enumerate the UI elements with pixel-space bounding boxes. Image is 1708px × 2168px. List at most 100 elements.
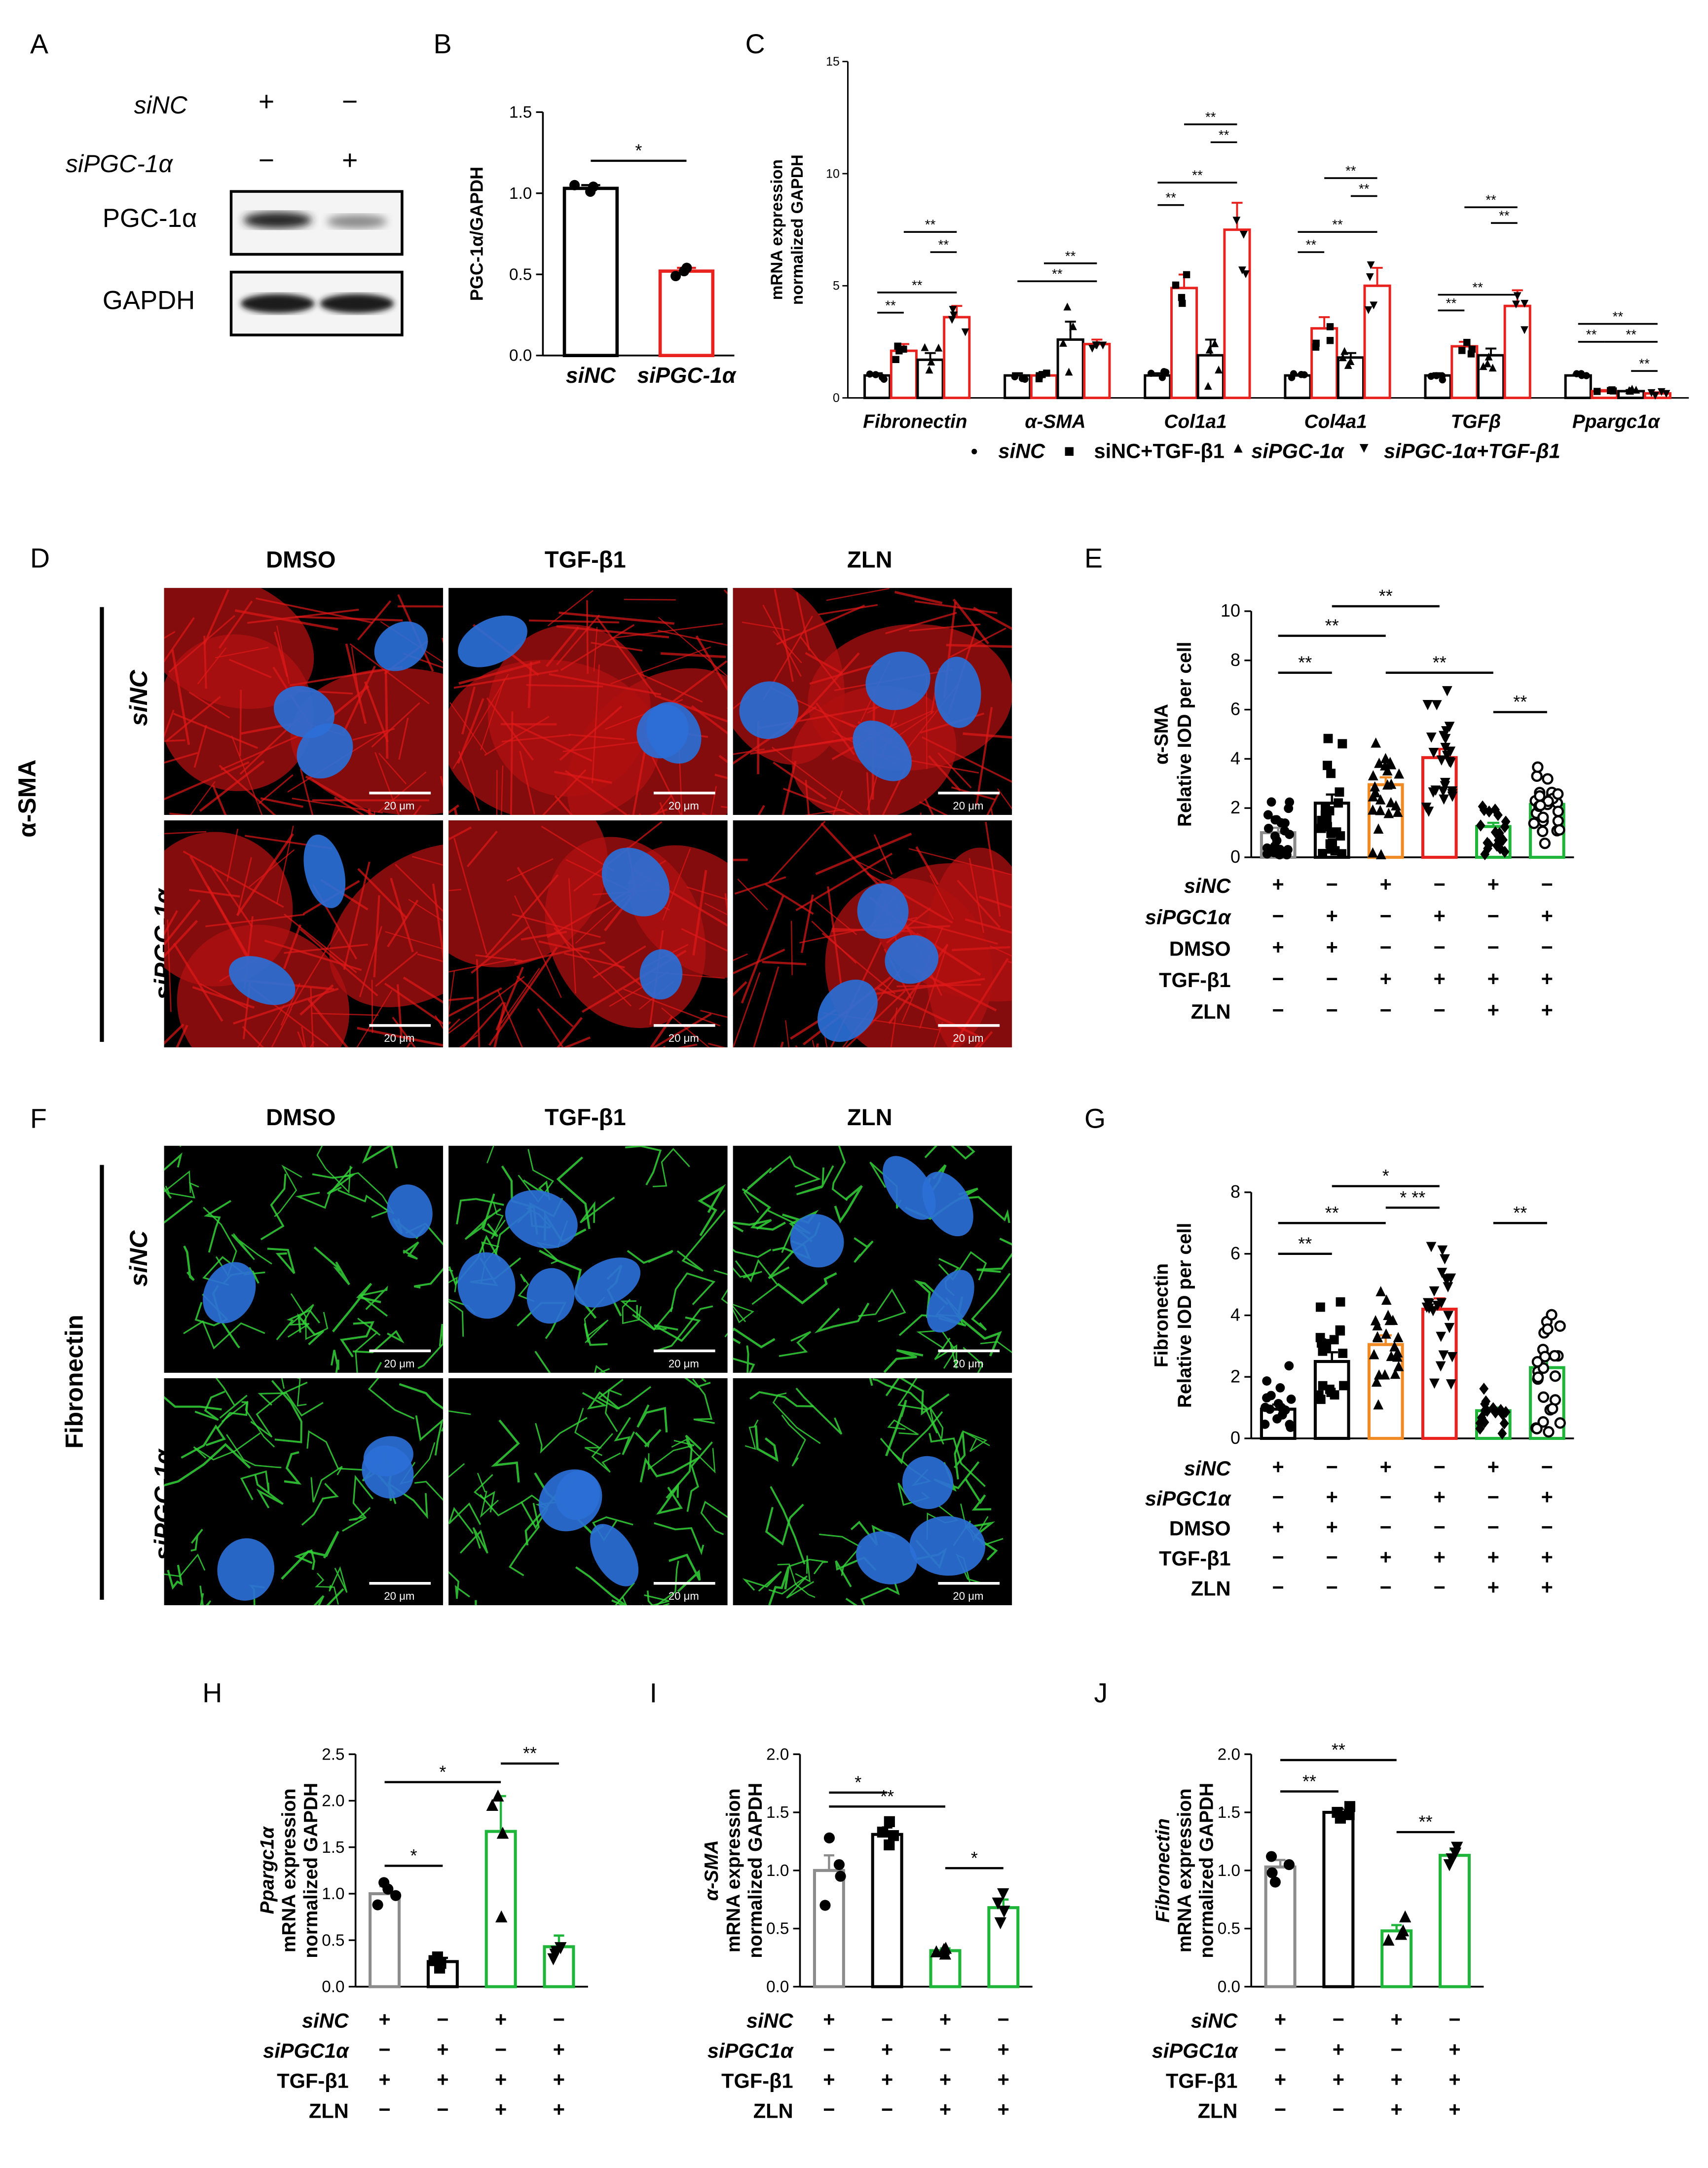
scale-bar-label: 20 μm <box>384 1590 414 1602</box>
actin-fiber <box>164 1023 185 1045</box>
data-point <box>1372 1320 1383 1331</box>
actin-fiber <box>448 888 462 891</box>
actin-fiber <box>610 646 711 685</box>
fibronectin-fiber <box>742 1571 782 1592</box>
data-point <box>1392 1347 1403 1358</box>
nucleus <box>303 834 346 908</box>
nucleus <box>865 651 930 710</box>
actin-fiber <box>946 644 1012 648</box>
data-point <box>1340 347 1349 355</box>
data-point <box>921 343 929 351</box>
fibronectin-fiber <box>733 1345 755 1373</box>
col-header-dmso: DMSO <box>266 1104 336 1131</box>
actin-fiber <box>708 1042 726 1048</box>
data-point <box>588 182 599 192</box>
condition-sign: + <box>1487 1576 1499 1600</box>
data-point <box>1552 788 1564 800</box>
y-axis-label: PGC-1α/GAPDH <box>466 167 486 301</box>
nucleus <box>362 1445 414 1499</box>
data-point <box>1479 1382 1489 1395</box>
actin-fiber <box>284 913 357 973</box>
data-point <box>892 356 899 364</box>
fibronectin-fiber <box>938 1251 987 1281</box>
actin-fiber <box>385 931 444 950</box>
actin-fiber <box>374 752 400 815</box>
data-point <box>1269 1876 1281 1888</box>
fibronectin-fiber <box>250 1381 308 1438</box>
actin-fiber <box>276 825 294 905</box>
actin-fiber <box>199 983 248 1009</box>
x-tick-label: Ppargc1α <box>1572 411 1661 433</box>
y-tick-label: 10 <box>826 167 840 181</box>
data-point <box>1446 758 1456 769</box>
actin-fiber <box>193 725 207 768</box>
actin-fiber <box>247 609 359 624</box>
actin-fiber <box>805 779 810 815</box>
x-tick-label: α-SMA <box>1025 411 1085 433</box>
data-point <box>1272 815 1281 825</box>
actin-fiber <box>457 698 484 764</box>
blot-sign: + <box>341 146 358 177</box>
actin-fiber <box>914 600 998 614</box>
fibronectin-fiber <box>575 1566 628 1606</box>
significance-label: ** <box>1612 309 1623 324</box>
nucleus <box>739 681 799 739</box>
data-point <box>1427 372 1435 380</box>
condition-sign: − <box>1379 905 1392 929</box>
micrograph: 20 μm <box>733 820 1012 1048</box>
fibronectin-fiber <box>666 1434 702 1499</box>
x-tick-label: siPGC-1α <box>637 364 737 388</box>
nucleus <box>538 1469 602 1532</box>
fibronectin-fiber <box>313 1246 350 1286</box>
data-point <box>1440 1254 1450 1265</box>
blot-sign: + <box>258 87 275 118</box>
data-point <box>1442 750 1452 761</box>
actin-fiber <box>623 988 721 1027</box>
fibronectin-fiber <box>777 1272 837 1305</box>
actin-fiber <box>164 761 250 801</box>
nucleus <box>927 1270 974 1333</box>
condition-sign: + <box>881 2038 893 2062</box>
micrograph-image: 20 μm <box>733 820 1012 1048</box>
actin-fiber <box>733 981 747 997</box>
actin-fiber <box>886 907 931 944</box>
data-point <box>1436 755 1447 766</box>
condition-sign: + <box>1390 2008 1403 2032</box>
significance-label: ** <box>912 277 923 293</box>
actin-fiber <box>231 735 263 815</box>
y-tick-label: 8 <box>1230 650 1240 670</box>
condition-sign: − <box>1433 999 1446 1023</box>
condition-row-label: TGF-β1 <box>721 2070 793 2094</box>
condition-sign: + <box>495 2098 507 2122</box>
data-point <box>1428 787 1439 798</box>
actin-fiber <box>737 878 768 911</box>
fibronectin-fiber <box>580 1197 615 1223</box>
nucleus <box>883 1156 936 1220</box>
data-point <box>1431 700 1442 710</box>
condition-sign: + <box>997 2038 1009 2062</box>
data-point <box>1475 1422 1485 1435</box>
fibronectin-fiber <box>924 1145 975 1160</box>
y-axis-label: Relative IOD per cell <box>1174 642 1195 827</box>
y-tick-label: 1.0 <box>1218 1862 1240 1880</box>
actin-fiber <box>359 926 382 997</box>
actin-fiber <box>188 691 230 719</box>
actin-fiber <box>212 785 227 815</box>
significance-label: ** <box>1359 181 1370 196</box>
data-point <box>1266 797 1276 807</box>
actin-fiber <box>909 623 981 632</box>
actin-fiber <box>639 673 703 703</box>
condition-sign: + <box>1487 1546 1499 1570</box>
actin-fiber <box>928 755 961 792</box>
data-point <box>1490 803 1500 816</box>
fibronectin-fiber <box>749 1391 814 1407</box>
actin-fiber <box>403 976 444 1004</box>
nucleus <box>922 1172 973 1237</box>
micrograph-image: 20 μm <box>164 588 444 815</box>
data-point <box>1440 781 1450 792</box>
fibronectin-fiber <box>622 1594 669 1606</box>
actin-fiber <box>413 805 422 815</box>
y-tick-label: 2.0 <box>766 1745 789 1764</box>
fibronectin-fiber <box>858 1288 906 1323</box>
